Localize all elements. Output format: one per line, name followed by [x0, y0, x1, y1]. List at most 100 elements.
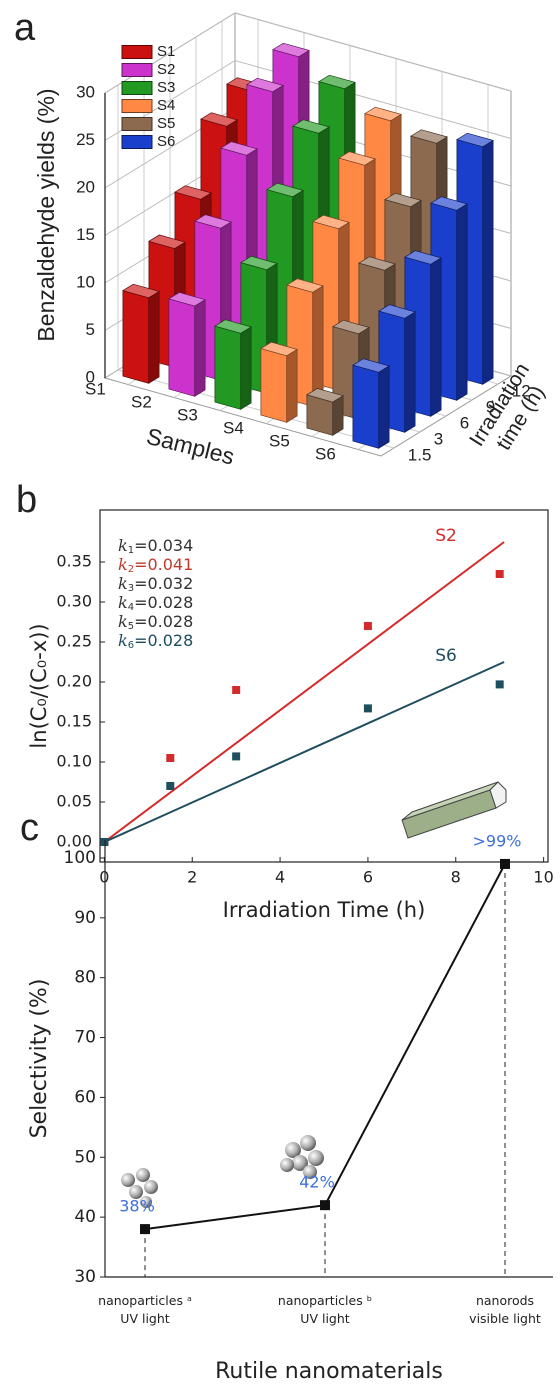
x-tick-label: 8 — [451, 868, 461, 887]
panel-label: a — [14, 7, 36, 49]
rate-constant: k1=0.034 — [118, 536, 193, 557]
y-tick-label: 0.20 — [56, 672, 92, 691]
rate-constant: k4=0.028 — [118, 593, 193, 614]
bar-top — [384, 192, 422, 208]
bar-side — [240, 326, 252, 410]
legend-label: S2 — [157, 61, 175, 78]
data-point — [320, 1200, 330, 1211]
bar-top — [174, 185, 212, 200]
value-label: >99% — [473, 831, 522, 850]
legend-swatch — [121, 81, 153, 95]
x-tick-label: S6 — [315, 444, 336, 463]
x-tick-label: 0 — [99, 868, 109, 887]
bar-top — [306, 388, 344, 403]
data-point — [100, 838, 109, 846]
x-axis-title: Rutile nanomaterials — [215, 1359, 443, 1384]
y-tick-label: 90 — [74, 908, 96, 928]
bar-side — [332, 395, 344, 436]
y-axis-title: Benzaldehyde yields (%) — [33, 88, 59, 341]
bar-top — [378, 304, 416, 319]
rate-symbol: k — [118, 574, 128, 593]
legend-label: S5 — [157, 115, 175, 132]
z-tick-label: 3 — [434, 429, 443, 448]
floor-line — [117, 369, 395, 449]
x-tick-label: nanorods visible light — [469, 1293, 541, 1326]
bar-side — [286, 348, 298, 423]
value-label: 38% — [119, 1197, 155, 1216]
z-tick-label: 1.5 — [408, 445, 432, 464]
bar — [214, 319, 252, 410]
x-axis-title: Irradiation Time (h) — [223, 898, 426, 922]
bar-side — [430, 257, 442, 417]
y-tick-label: 0.15 — [56, 712, 92, 731]
x-tick-label: S2 — [131, 392, 152, 411]
rate-value: =0.032 — [134, 574, 193, 593]
bar-top — [272, 42, 310, 58]
bar-top — [194, 214, 232, 229]
bar — [306, 388, 344, 436]
data-point — [500, 858, 510, 869]
fit-line — [103, 541, 505, 843]
rate-constant: k3=0.032 — [118, 574, 193, 595]
y-tick-label: 30 — [74, 1267, 96, 1287]
y-tick-label: 40 — [74, 1207, 96, 1227]
value-label: 42% — [299, 1173, 335, 1192]
bar-side — [404, 311, 416, 433]
fit-line — [103, 661, 505, 843]
legend-label: S1 — [157, 43, 175, 60]
data-point — [232, 752, 241, 761]
bar-top — [148, 234, 186, 249]
series-label: S2 — [435, 526, 457, 546]
rate-value: =0.041 — [134, 555, 193, 574]
bar — [260, 341, 298, 423]
y-tick-label: 0 — [86, 367, 95, 386]
bar-side — [482, 139, 494, 385]
bar-side — [148, 290, 160, 384]
x-tick-label-line: UV light — [120, 1311, 169, 1326]
panel-label: c — [20, 807, 39, 849]
y-tick-label: 25 — [76, 130, 95, 149]
bar-top — [352, 358, 390, 373]
bar-top — [220, 141, 258, 156]
x-tick-label-line: visible light — [469, 1311, 541, 1326]
bar-front — [168, 298, 196, 397]
bar-top — [246, 77, 284, 93]
bar-top — [358, 256, 396, 271]
rate-constant: k2=0.041 — [118, 555, 193, 576]
bar-top — [292, 119, 330, 134]
rate-symbol: k — [118, 631, 128, 650]
rate-subscript: 5 — [128, 621, 134, 632]
bar-top — [200, 112, 238, 127]
legend-swatch — [121, 45, 153, 59]
rate-constant: k6=0.028 — [118, 631, 193, 652]
bar-top — [338, 151, 376, 166]
y-tick-label: 0.30 — [56, 592, 92, 611]
bar — [168, 292, 206, 397]
z-tick-label: 6 — [460, 413, 469, 432]
nanoparticle-icon-1 — [121, 1168, 158, 1208]
bar-top — [430, 196, 468, 211]
data-point — [495, 570, 504, 578]
y-axis-title: ln(C₀/(C₀-x)) — [27, 623, 51, 748]
rate-symbol: k — [118, 536, 128, 555]
x-tick-label: 6 — [363, 868, 373, 887]
legend-swatch — [121, 63, 153, 77]
rate-value: =0.028 — [134, 593, 193, 612]
bar-top — [266, 182, 304, 198]
rate-symbol: k — [118, 555, 128, 574]
rate-value: =0.034 — [134, 536, 193, 555]
y-tick-label: 80 — [74, 968, 96, 988]
bar-front — [352, 364, 380, 449]
bar-top — [364, 106, 402, 122]
rate-subscript: 3 — [128, 583, 134, 594]
series-label: S6 — [435, 646, 457, 666]
data-point — [495, 680, 504, 689]
data-point — [166, 754, 175, 762]
bar-top — [122, 283, 160, 299]
bar-front — [260, 348, 288, 423]
plot-frame — [99, 509, 549, 863]
nanoparticle-icon-2 — [280, 1135, 324, 1179]
y-tick-label: 70 — [74, 1028, 96, 1048]
